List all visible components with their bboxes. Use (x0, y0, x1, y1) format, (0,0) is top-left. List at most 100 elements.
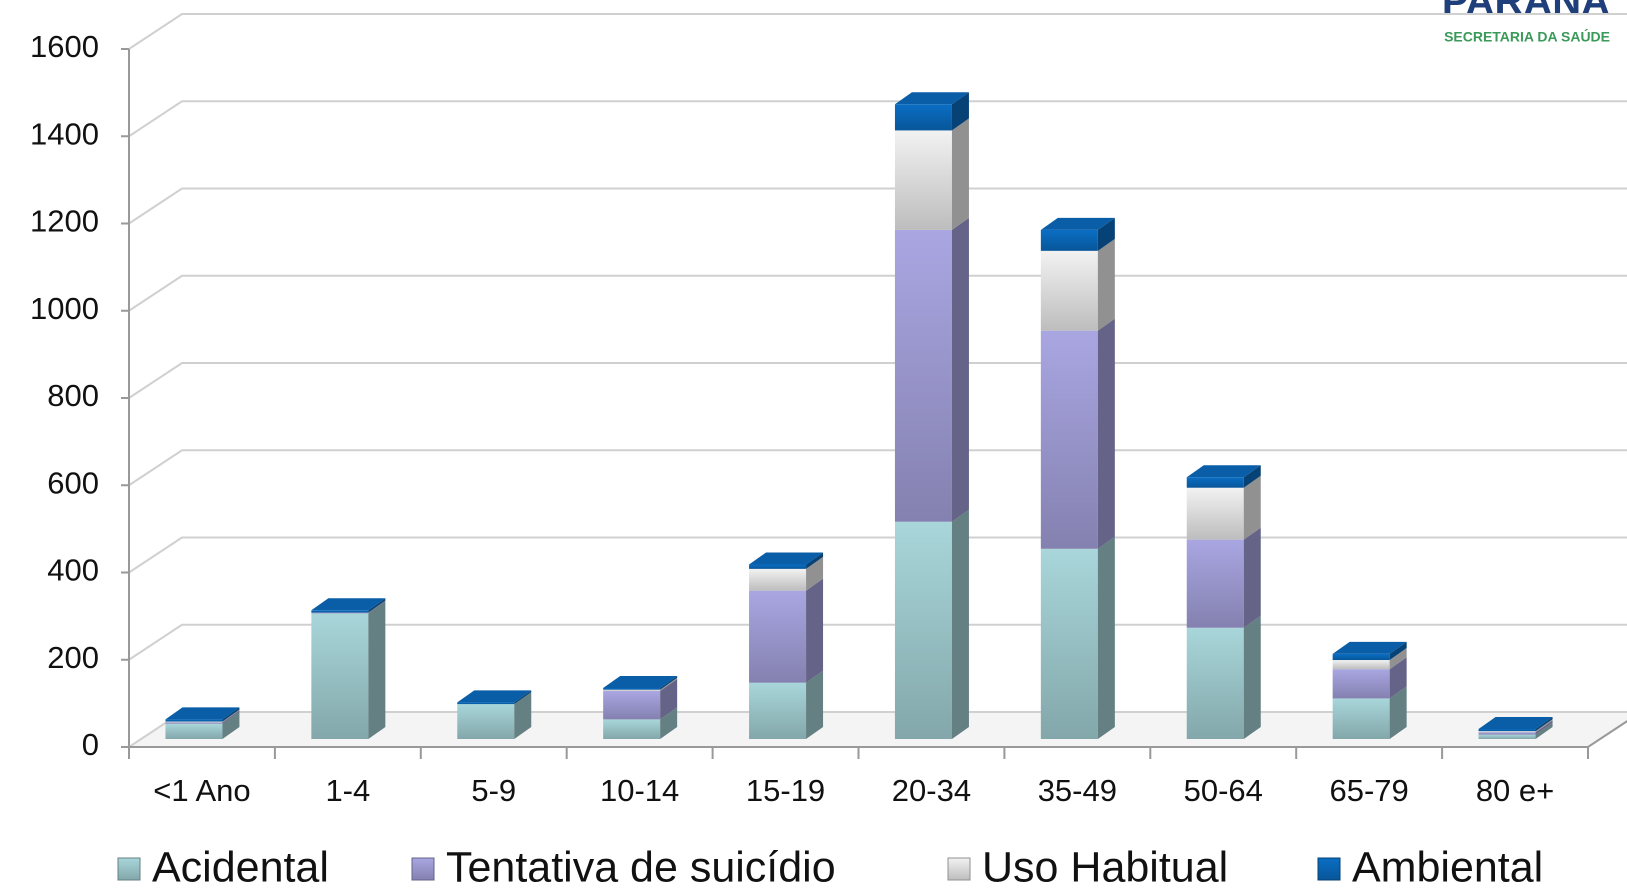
bar-side (1535, 716, 1553, 732)
bar-side (806, 552, 824, 569)
bar-side (951, 92, 969, 131)
bar-side (1535, 722, 1553, 739)
bar-front (1478, 728, 1536, 732)
bar-side (806, 578, 824, 683)
bar-front (1040, 229, 1098, 251)
bar-top (457, 690, 532, 703)
bar-top (894, 92, 969, 105)
bar-segment (894, 92, 969, 131)
bar-segment (1478, 722, 1553, 739)
bar-segment (1478, 719, 1553, 733)
grid-line (128, 536, 1627, 574)
bar-top (1186, 465, 1261, 478)
bar-front (894, 130, 952, 230)
y-tick-label: 1400 (30, 116, 99, 151)
bar-top (311, 598, 386, 611)
bar-front (749, 590, 807, 683)
bar-side (806, 670, 824, 739)
x-tick-label: 1-4 (325, 773, 370, 808)
y-tick-label: 1200 (30, 204, 99, 239)
bar-side (1389, 641, 1407, 661)
legend-label: Uso Habitual (982, 843, 1228, 889)
y-tick-label: 0 (82, 727, 99, 762)
bar-front (311, 610, 369, 613)
bar-front (603, 691, 661, 720)
bar-front (1478, 731, 1536, 733)
bar-front (165, 721, 223, 723)
bar-segment (749, 556, 824, 591)
bar-side (660, 707, 678, 739)
bar-side (368, 598, 386, 613)
bar-segment (1040, 238, 1115, 331)
bar-segment (1478, 716, 1553, 732)
bar-side (1243, 475, 1261, 540)
legend-swatch (117, 857, 141, 881)
bar-side (514, 690, 532, 705)
bar-front (894, 104, 952, 131)
bar-side (1097, 217, 1115, 251)
legend-swatch (411, 857, 435, 881)
bar-front (603, 687, 661, 690)
bar-front (749, 682, 807, 739)
bar-segment (457, 690, 532, 705)
bar-side (951, 217, 969, 522)
bar-front (1332, 653, 1390, 661)
bar-front (603, 689, 661, 692)
bar-segment (311, 600, 386, 614)
bar-front (1186, 627, 1244, 739)
bar-side (1243, 465, 1261, 488)
bar-side (660, 677, 678, 692)
grid-line (128, 274, 1627, 312)
bar-side (222, 711, 240, 739)
bar-side (951, 118, 969, 230)
grid-line (128, 362, 1627, 399)
bar-front (1040, 250, 1098, 331)
legend-label: Tentativa de suicídio (446, 843, 836, 889)
bar-segment (894, 509, 969, 739)
bar-segment (1332, 657, 1407, 699)
bar-side (806, 556, 824, 591)
bar-side (1389, 648, 1407, 670)
bar-side (1535, 719, 1553, 733)
bar-side (1097, 318, 1115, 549)
bar-front (1478, 732, 1536, 735)
bar-segment (1478, 720, 1553, 735)
grid-line (128, 100, 1627, 138)
bar-segment (457, 692, 532, 739)
x-tick-label: 80 e+ (1476, 773, 1554, 808)
bar-segment (165, 710, 240, 724)
x-tick-label: 50-64 (1184, 773, 1263, 808)
x-tick-label: 65-79 (1330, 773, 1409, 808)
bar-top (749, 552, 824, 565)
bar-segment (603, 677, 678, 692)
bar-side (368, 600, 386, 614)
bar-side (1535, 720, 1553, 735)
bar-side (951, 509, 969, 739)
bar-front (1332, 698, 1390, 739)
bar-front (749, 564, 807, 569)
legend-label: Acidental (152, 843, 329, 889)
bar-side (1097, 536, 1115, 739)
bar-side (1389, 686, 1407, 739)
bar-segment (749, 552, 824, 569)
x-tick-label: 20-34 (892, 773, 971, 808)
bar-top (603, 675, 678, 688)
bar-side (222, 710, 240, 724)
bar-front (165, 722, 223, 724)
logo-subtitle: SECRETARIA DA SAÚDE (1444, 28, 1610, 45)
bar-front (894, 229, 952, 522)
bar-segment (1186, 465, 1261, 488)
bar-segment (1040, 318, 1115, 549)
bar-front (894, 521, 952, 739)
bar-side (1389, 657, 1407, 699)
bar-front (749, 568, 807, 591)
bar-side (222, 709, 240, 723)
bar-side (514, 692, 532, 739)
bar-front (1478, 734, 1536, 739)
bar-segment (1040, 217, 1115, 251)
bar-front (1186, 539, 1244, 628)
bar-front (311, 612, 369, 614)
legend-swatch (1317, 857, 1341, 881)
bar-front (1040, 330, 1098, 549)
